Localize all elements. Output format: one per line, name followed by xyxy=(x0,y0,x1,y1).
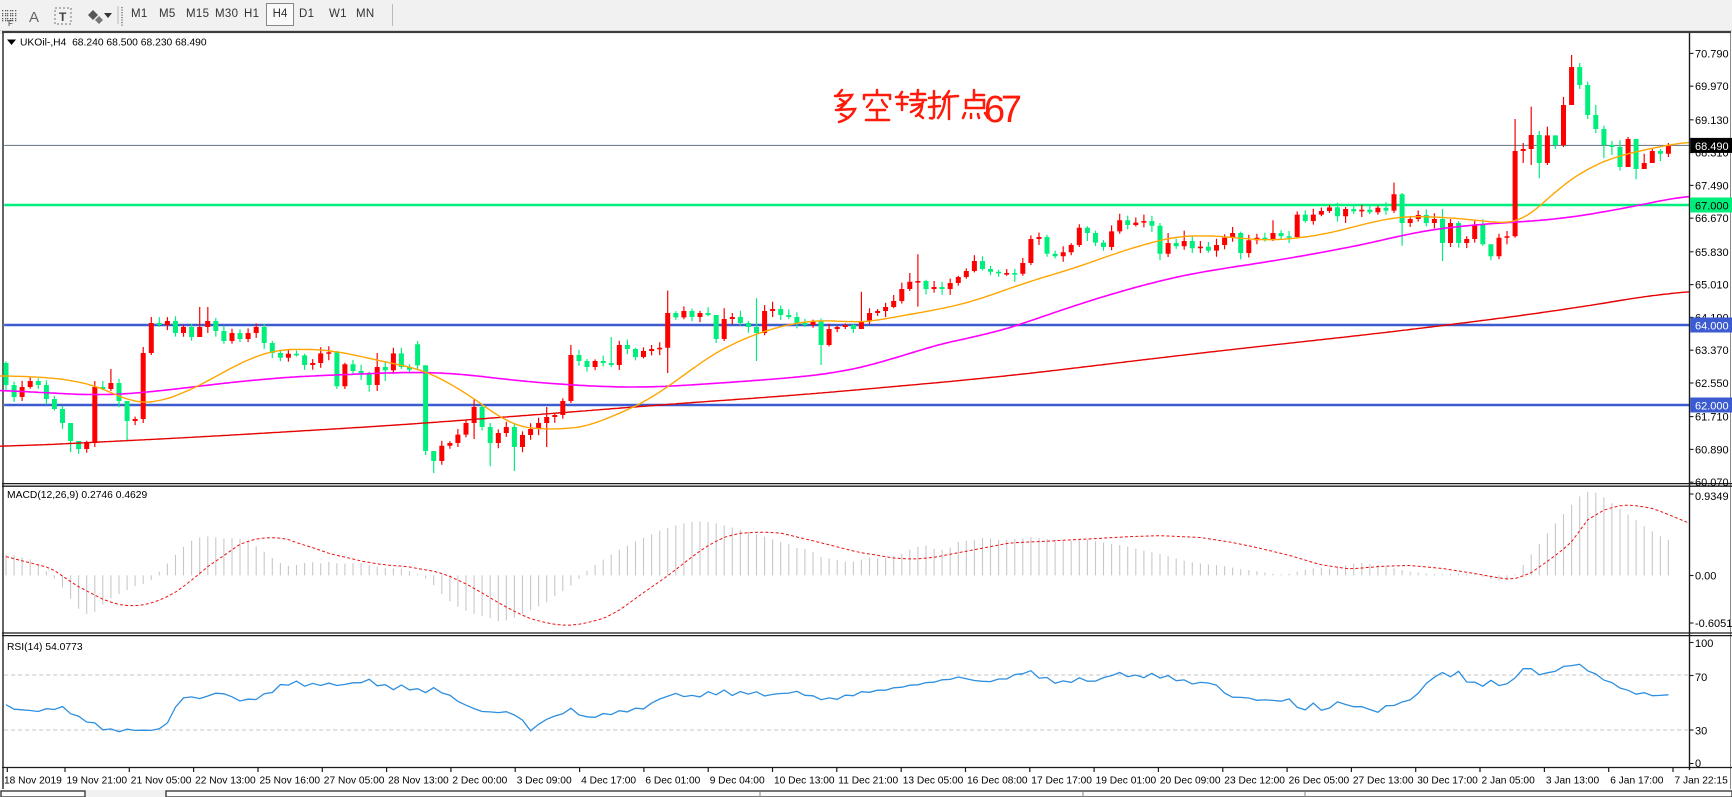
svg-text:2 Dec 00:00: 2 Dec 00:00 xyxy=(452,776,507,787)
svg-text:27 Dec 13:00: 27 Dec 13:00 xyxy=(1353,776,1414,787)
svg-text:100: 100 xyxy=(1695,638,1713,650)
svg-text:16 Dec 08:00: 16 Dec 08:00 xyxy=(967,776,1028,787)
svg-text:20 Dec 09:00: 20 Dec 09:00 xyxy=(1160,776,1221,787)
svg-text:67: 67 xyxy=(984,89,1022,131)
svg-text:64.000: 64.000 xyxy=(1695,321,1729,333)
svg-text:62.000: 62.000 xyxy=(1695,401,1729,413)
svg-text:10 Dec 13:00: 10 Dec 13:00 xyxy=(774,776,835,787)
svg-text:19 Dec 01:00: 19 Dec 01:00 xyxy=(1096,776,1157,787)
svg-text:67.000: 67.000 xyxy=(1695,201,1729,213)
svg-text:0.9349: 0.9349 xyxy=(1695,491,1729,503)
svg-text:70: 70 xyxy=(1695,672,1707,684)
svg-text:13 Dec 05:00: 13 Dec 05:00 xyxy=(903,776,964,787)
svg-text:61.710: 61.710 xyxy=(1695,412,1729,424)
svg-text:22 Nov 13:00: 22 Nov 13:00 xyxy=(195,776,256,787)
svg-text:17 Dec 17:00: 17 Dec 17:00 xyxy=(1031,776,1092,787)
svg-text:0.00: 0.00 xyxy=(1695,571,1716,583)
svg-text:RSI(14) 54.0773: RSI(14) 54.0773 xyxy=(7,642,83,653)
svg-text:0: 0 xyxy=(1695,758,1701,770)
svg-text:28 Nov 13:00: 28 Nov 13:00 xyxy=(388,776,449,787)
svg-text:65.830: 65.830 xyxy=(1695,247,1729,259)
svg-text:60.070: 60.070 xyxy=(1695,477,1729,489)
svg-text:69.130: 69.130 xyxy=(1695,115,1729,127)
svg-text:4 Dec 17:00: 4 Dec 17:00 xyxy=(581,776,636,787)
svg-text:30 Dec 17:00: 30 Dec 17:00 xyxy=(1417,776,1478,787)
svg-text:A: A xyxy=(29,9,39,26)
svg-text:69.970: 69.970 xyxy=(1695,81,1729,93)
svg-text:7 Jan 22:15: 7 Jan 22:15 xyxy=(1675,776,1729,787)
svg-text:65.010: 65.010 xyxy=(1695,280,1729,292)
svg-text:2 Jan 05:00: 2 Jan 05:00 xyxy=(1482,776,1536,787)
svg-text:18 Nov 2019: 18 Nov 2019 xyxy=(4,776,62,787)
svg-text:27 Nov 05:00: 27 Nov 05:00 xyxy=(324,776,385,787)
svg-text:UKOil-,H4 68.240 68.500 68.23: UKOil-,H4 68.240 68.500 68.230 68.490 xyxy=(20,38,207,49)
svg-text:70.790: 70.790 xyxy=(1695,48,1729,60)
svg-text:67.490: 67.490 xyxy=(1695,180,1729,192)
svg-text:F: F xyxy=(8,19,13,28)
svg-text:6 Jan 17:00: 6 Jan 17:00 xyxy=(1610,776,1664,787)
svg-text:25 Nov 16:00: 25 Nov 16:00 xyxy=(260,776,321,787)
svg-text:23 Dec 12:00: 23 Dec 12:00 xyxy=(1224,776,1285,787)
svg-text:19 Nov 21:00: 19 Nov 21:00 xyxy=(67,776,128,787)
svg-text:11 Dec 21:00: 11 Dec 21:00 xyxy=(838,776,898,787)
svg-text:68.490: 68.490 xyxy=(1695,141,1729,153)
svg-text:21 Nov 05:00: 21 Nov 05:00 xyxy=(131,776,192,787)
svg-text:60.890: 60.890 xyxy=(1695,444,1729,456)
svg-text:62.550: 62.550 xyxy=(1695,378,1729,390)
svg-text:3 Dec 09:00: 3 Dec 09:00 xyxy=(517,776,572,787)
svg-text:26 Dec 05:00: 26 Dec 05:00 xyxy=(1289,776,1350,787)
svg-text:MACD(12,26,9) 0.2746 0.4629: MACD(12,26,9) 0.2746 0.4629 xyxy=(7,490,148,501)
svg-text:63.370: 63.370 xyxy=(1695,345,1729,357)
svg-text:66.670: 66.670 xyxy=(1695,213,1729,225)
svg-text:3 Jan 13:00: 3 Jan 13:00 xyxy=(1546,776,1600,787)
svg-text:9 Dec 04:00: 9 Dec 04:00 xyxy=(710,776,765,787)
svg-text:T: T xyxy=(59,10,67,24)
svg-text:-0.6051: -0.6051 xyxy=(1695,618,1732,630)
svg-text:30: 30 xyxy=(1695,726,1707,738)
svg-text:6 Dec 01:00: 6 Dec 01:00 xyxy=(645,776,700,787)
